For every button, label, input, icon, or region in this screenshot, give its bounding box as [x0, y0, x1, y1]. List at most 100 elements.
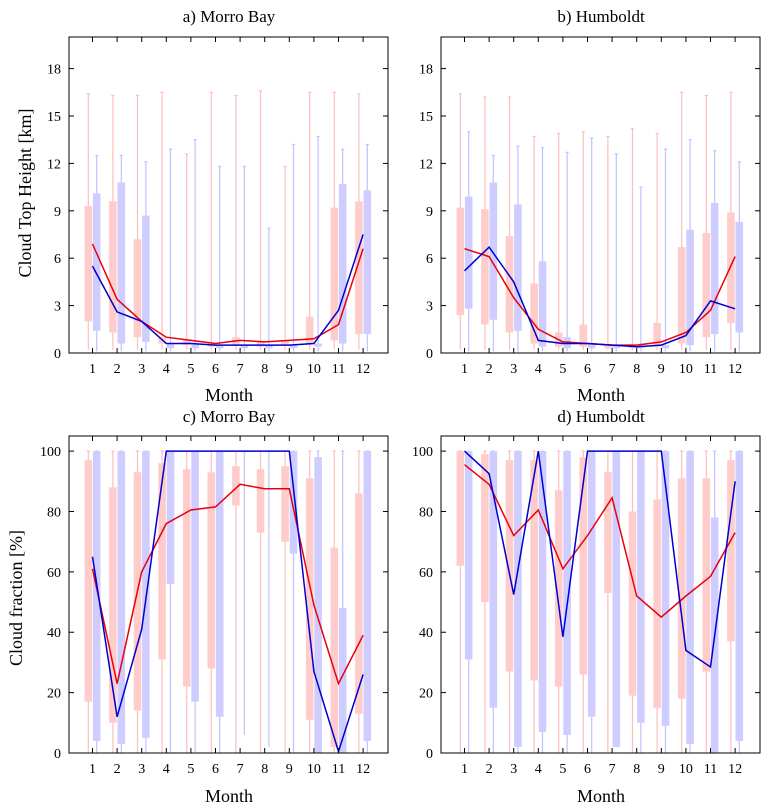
x-axis-title: Month: [577, 786, 625, 806]
x-tick-label: 1: [89, 762, 96, 777]
box-series-blue: [117, 182, 126, 344]
box-series-red: [530, 283, 538, 344]
box-series-red: [702, 232, 711, 338]
box-series-blue: [92, 451, 101, 741]
box-series-blue: [710, 202, 719, 335]
box-series-blue: [265, 345, 273, 349]
box-series-blue: [464, 451, 473, 660]
box-series-red: [182, 340, 191, 346]
x-tick-label: 9: [286, 762, 293, 777]
panel-title: a) Morro Bay: [183, 7, 276, 26]
x-tick-label: 9: [658, 362, 665, 377]
x-tick-label: 5: [559, 762, 566, 777]
box-series-blue: [538, 261, 547, 347]
x-axis-title: Month: [205, 385, 253, 405]
x-tick-label: 10: [307, 362, 321, 377]
x-tick-label: 7: [609, 762, 616, 777]
y-tick-label: 80: [419, 505, 433, 520]
box-series-red: [158, 463, 166, 660]
box-series-blue: [661, 451, 670, 726]
box-series-red: [456, 207, 465, 316]
y-tick-label: 3: [426, 300, 433, 315]
median-line-series-red: [91, 483, 364, 686]
x-tick-label: 3: [510, 362, 517, 377]
y-tick-label: 18: [419, 63, 433, 78]
box-series-blue: [514, 451, 522, 747]
box-series-red: [182, 469, 191, 687]
x-tick-label: 7: [237, 762, 244, 777]
box-series-red: [456, 451, 465, 566]
y-tick-label: 0: [54, 747, 61, 762]
y-tick-label: 6: [426, 252, 433, 267]
box-series-blue: [338, 183, 347, 344]
box-series-red: [628, 511, 637, 696]
y-tick-label: 100: [40, 445, 61, 460]
box-series-red: [505, 460, 514, 672]
median-line-series-blue: [91, 450, 364, 755]
box-series-blue: [587, 343, 596, 349]
box-series-blue: [637, 451, 645, 723]
box-series-blue: [215, 345, 224, 349]
box-series-red: [281, 466, 289, 542]
y-axis-title: Cloud Top Height [km]: [15, 109, 35, 278]
x-tick-label: 12: [356, 362, 370, 377]
y-tick-label: 80: [47, 505, 61, 520]
x-tick-label: 2: [114, 362, 121, 377]
x-tick-label: 2: [486, 762, 493, 777]
x-tick-label: 5: [187, 362, 194, 377]
x-tick-label: 6: [212, 362, 219, 377]
box-series-blue: [166, 343, 175, 349]
box-series-red: [355, 493, 363, 714]
median-line-series-red: [464, 247, 736, 346]
x-tick-label: 1: [461, 762, 468, 777]
x-tick-label: 7: [609, 362, 616, 377]
x-tick-label: 12: [356, 762, 370, 777]
x-tick-label: 2: [486, 362, 493, 377]
x-tick-label: 4: [535, 762, 542, 777]
x-tick-label: 3: [138, 362, 145, 377]
box-series-blue: [612, 451, 621, 747]
box-series-red: [330, 207, 339, 341]
x-tick-label: 11: [332, 762, 345, 777]
x-tick-label: 10: [679, 762, 693, 777]
y-tick-label: 12: [47, 157, 61, 172]
box-series-red: [677, 478, 686, 699]
y-tick-label: 3: [54, 300, 61, 315]
x-tick-label: 11: [332, 362, 345, 377]
box-series-blue: [363, 190, 372, 335]
y-tick-label: 20: [47, 687, 61, 702]
y-tick-label: 15: [47, 110, 61, 125]
box-series-blue: [489, 451, 498, 708]
box-series-red: [109, 487, 117, 723]
box-series-blue: [637, 346, 645, 349]
box-series-red: [232, 466, 240, 506]
box-series-blue: [563, 451, 571, 735]
y-tick-label: 12: [419, 157, 433, 172]
box-series-red: [305, 316, 314, 344]
y-tick-label: 60: [419, 566, 433, 581]
box-series-blue: [735, 451, 744, 741]
y-tick-label: 60: [47, 566, 61, 581]
x-tick-label: 8: [633, 762, 640, 777]
box-series-blue: [289, 451, 298, 554]
box-series-blue: [314, 457, 322, 753]
y-tick-label: 40: [47, 626, 61, 641]
box-series-red: [481, 209, 489, 325]
panel-title: b) Humboldt: [557, 7, 645, 26]
box-series-blue: [514, 204, 522, 331]
x-tick-label: 10: [307, 762, 321, 777]
box-series-blue: [314, 343, 322, 347]
x-tick-label: 4: [163, 362, 170, 377]
box-series-red: [84, 206, 93, 322]
median-line-series-red: [91, 243, 364, 345]
y-tick-label: 40: [419, 626, 433, 641]
box-series-blue: [363, 451, 372, 741]
x-tick-label: 8: [633, 362, 640, 377]
panel-c-morro-bay-fraction: c) Morro Bay Month Cloud fraction [%] 0 2…: [6, 407, 389, 806]
x-tick-label: 12: [728, 362, 742, 377]
box-series-red: [604, 472, 612, 593]
